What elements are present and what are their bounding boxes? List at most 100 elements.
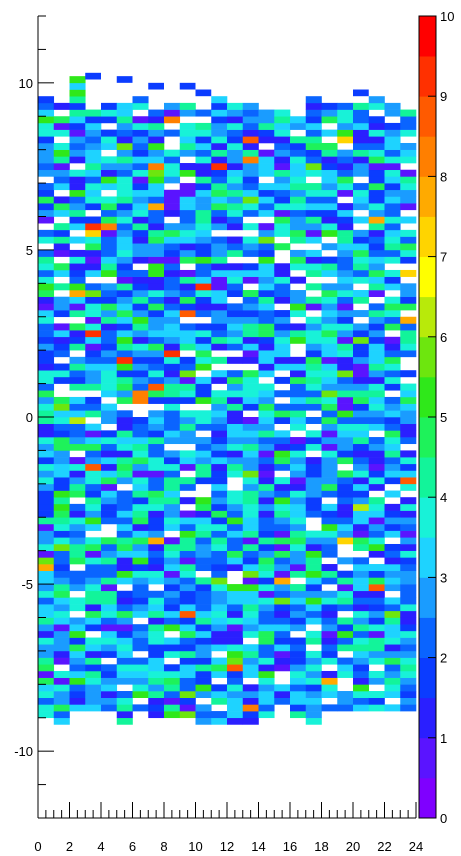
heatmap-bin [148, 423, 165, 431]
heatmap-bin [305, 684, 322, 692]
heatmap-bin [148, 142, 165, 150]
heatmap-bin [400, 403, 417, 411]
heatmap-bin [242, 450, 259, 458]
heatmap-bin [116, 156, 133, 164]
heatmap-bin [179, 356, 196, 364]
heatmap-bin [274, 343, 291, 351]
heatmap-bin [384, 704, 401, 712]
heatmap-bin [116, 677, 133, 685]
heatmap-bin [305, 637, 322, 645]
heatmap-bin [242, 417, 259, 424]
heatmap-bin [164, 477, 181, 485]
heatmap-bin [227, 269, 244, 277]
heatmap-bin [290, 711, 307, 719]
heatmap-bin [227, 276, 244, 284]
heatmap-bin [274, 163, 291, 171]
heatmap-bin [179, 189, 196, 197]
heatmap-bin [368, 290, 385, 297]
heatmap-bin [400, 704, 417, 712]
heatmap-bin [164, 543, 181, 551]
heatmap-bin [337, 510, 354, 518]
heatmap-bin [384, 630, 401, 638]
heatmap-bin [53, 203, 70, 211]
heatmap-bin [69, 76, 86, 84]
heatmap-bin [258, 323, 275, 331]
heatmap-bin [132, 383, 149, 391]
heatmap-bin [290, 617, 307, 625]
heatmap-bin [38, 196, 55, 204]
heatmap-bin [227, 383, 244, 391]
heatmap-bin [164, 711, 181, 719]
y-tick-label: -10 [14, 744, 33, 759]
heatmap-bin [384, 189, 401, 197]
heatmap-bin [148, 417, 165, 424]
heatmap-bin [290, 136, 307, 144]
heatmap-bin [179, 644, 196, 652]
heatmap-bin [85, 283, 102, 291]
heatmap-bin [195, 269, 212, 277]
heatmap-bin [368, 122, 385, 130]
heatmap-bin [116, 557, 133, 565]
heatmap-bin [148, 477, 165, 485]
heatmap-bin [211, 557, 228, 565]
heatmap-bin [211, 490, 228, 498]
heatmap-bin [53, 604, 70, 612]
heatmap-bin [164, 483, 181, 491]
x-tick-label: 20 [346, 839, 360, 854]
heatmap-bin [274, 650, 291, 658]
heatmap-bin [164, 403, 181, 411]
heatmap-bin [227, 376, 244, 384]
heatmap-bin [38, 523, 55, 531]
heatmap-bin [227, 644, 244, 652]
heatmap-bin [337, 122, 354, 130]
heatmap-bin [274, 564, 291, 572]
heatmap-bin [258, 684, 275, 692]
heatmap-bin [400, 470, 417, 478]
heatmap-bin [227, 310, 244, 318]
heatmap-bin [85, 423, 102, 431]
heatmap-bin [337, 176, 354, 184]
heatmap-bin [242, 477, 259, 485]
heatmap-bin [148, 223, 165, 231]
heatmap-bin [305, 691, 322, 698]
heatmap-bin [258, 249, 275, 257]
heatmap-bin [116, 477, 133, 485]
heatmap-bin [211, 276, 228, 284]
heatmap-bin [179, 169, 196, 177]
heatmap-bin [211, 176, 228, 184]
heatmap-bin [305, 477, 322, 485]
heatmap-bin [227, 510, 244, 518]
heatmap-bin [132, 269, 149, 277]
heatmap-bin [116, 430, 133, 438]
heatmap-bin [211, 142, 228, 150]
heatmap-bin [384, 316, 401, 324]
heatmap-bin [69, 256, 86, 264]
heatmap-bin [305, 463, 322, 471]
heatmap-bin [258, 443, 275, 451]
heatmap-bin [38, 343, 55, 351]
heatmap-bin [116, 597, 133, 605]
heatmap-bin [179, 183, 196, 191]
heatmap-bin [274, 417, 291, 424]
heatmap-bin [274, 590, 291, 598]
heatmap-bin [101, 196, 118, 204]
heatmap-bin [353, 249, 370, 257]
heatmap-bin [321, 109, 338, 117]
heatmap-bin [195, 637, 212, 645]
heatmap-bin [400, 517, 417, 525]
heatmap-bin [116, 129, 133, 137]
heatmap-bin [353, 543, 370, 551]
heatmap-bin [258, 410, 275, 418]
heatmap-bin [258, 557, 275, 565]
heatmap-bin [164, 644, 181, 652]
heatmap-bin [195, 691, 212, 698]
heatmap-bin [305, 376, 322, 384]
heatmap-bin [164, 410, 181, 418]
heatmap-bin [116, 136, 133, 144]
heatmap-bin [132, 102, 149, 110]
heatmap-bin [305, 443, 322, 451]
x-tick-label: 6 [129, 839, 136, 854]
heatmap-bin [274, 577, 291, 585]
heatmap-bin [227, 316, 244, 324]
heatmap-bin [353, 156, 370, 164]
